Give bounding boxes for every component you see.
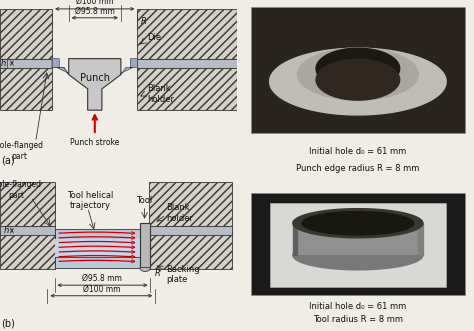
Text: Die: Die bbox=[147, 33, 161, 42]
Bar bbox=[149, 232, 232, 269]
Text: h: h bbox=[3, 226, 9, 235]
Polygon shape bbox=[293, 209, 423, 238]
Text: Punch stroke: Punch stroke bbox=[70, 138, 119, 147]
Polygon shape bbox=[118, 59, 137, 74]
Bar bbox=[149, 226, 232, 235]
Bar bbox=[251, 7, 465, 133]
Bar bbox=[149, 182, 232, 226]
Text: (a): (a) bbox=[1, 155, 15, 165]
Polygon shape bbox=[69, 59, 121, 110]
Bar bbox=[55, 257, 149, 267]
Bar bbox=[55, 229, 149, 239]
Bar bbox=[55, 239, 149, 257]
Bar bbox=[137, 68, 237, 110]
Bar bbox=[140, 223, 151, 267]
Text: Tool radius R = 8 mm: Tool radius R = 8 mm bbox=[313, 315, 403, 324]
Text: Backing
plate: Backing plate bbox=[166, 265, 200, 284]
Text: Ø100 mm: Ø100 mm bbox=[83, 285, 121, 294]
Bar bbox=[251, 193, 465, 295]
Polygon shape bbox=[316, 59, 400, 100]
Wedge shape bbox=[140, 267, 151, 271]
Text: R: R bbox=[155, 269, 161, 278]
Text: (b): (b) bbox=[1, 318, 15, 328]
Text: Tool: Tool bbox=[137, 196, 153, 205]
Text: h: h bbox=[1, 59, 6, 68]
Text: Blank
holder: Blank holder bbox=[147, 84, 174, 104]
Bar bbox=[0, 68, 52, 110]
Bar bbox=[0, 59, 52, 68]
Polygon shape bbox=[52, 59, 71, 74]
Text: Ø100 mm: Ø100 mm bbox=[76, 0, 114, 6]
Bar bbox=[298, 223, 418, 255]
Text: Initial hole d₀ = 61 mm: Initial hole d₀ = 61 mm bbox=[309, 302, 407, 311]
Polygon shape bbox=[316, 48, 400, 89]
Text: Ø95.8 mm: Ø95.8 mm bbox=[82, 273, 122, 283]
Bar bbox=[137, 9, 237, 59]
Text: Punch: Punch bbox=[80, 73, 110, 83]
Bar bbox=[0, 232, 55, 269]
Bar bbox=[0, 9, 52, 59]
Text: Initial hole d₀ = 61 mm: Initial hole d₀ = 61 mm bbox=[309, 148, 407, 157]
Polygon shape bbox=[293, 241, 423, 270]
Bar bbox=[0, 182, 55, 226]
Polygon shape bbox=[270, 203, 446, 287]
Text: Hole-flanged
part: Hole-flanged part bbox=[0, 180, 41, 200]
Text: Blank
holder: Blank holder bbox=[166, 203, 193, 222]
Bar bbox=[137, 59, 237, 68]
Polygon shape bbox=[302, 212, 414, 235]
Bar bbox=[0, 226, 55, 235]
Polygon shape bbox=[270, 48, 446, 115]
Text: Tool helical
trajectory: Tool helical trajectory bbox=[67, 191, 113, 210]
Polygon shape bbox=[293, 223, 298, 255]
Text: R: R bbox=[141, 17, 147, 26]
Polygon shape bbox=[418, 223, 423, 255]
Text: Ø95.8 mm: Ø95.8 mm bbox=[75, 7, 115, 16]
Polygon shape bbox=[298, 48, 418, 100]
Text: Hole-flanged
part: Hole-flanged part bbox=[0, 141, 44, 161]
Text: Punch edge radius R = 8 mm: Punch edge radius R = 8 mm bbox=[296, 164, 419, 173]
